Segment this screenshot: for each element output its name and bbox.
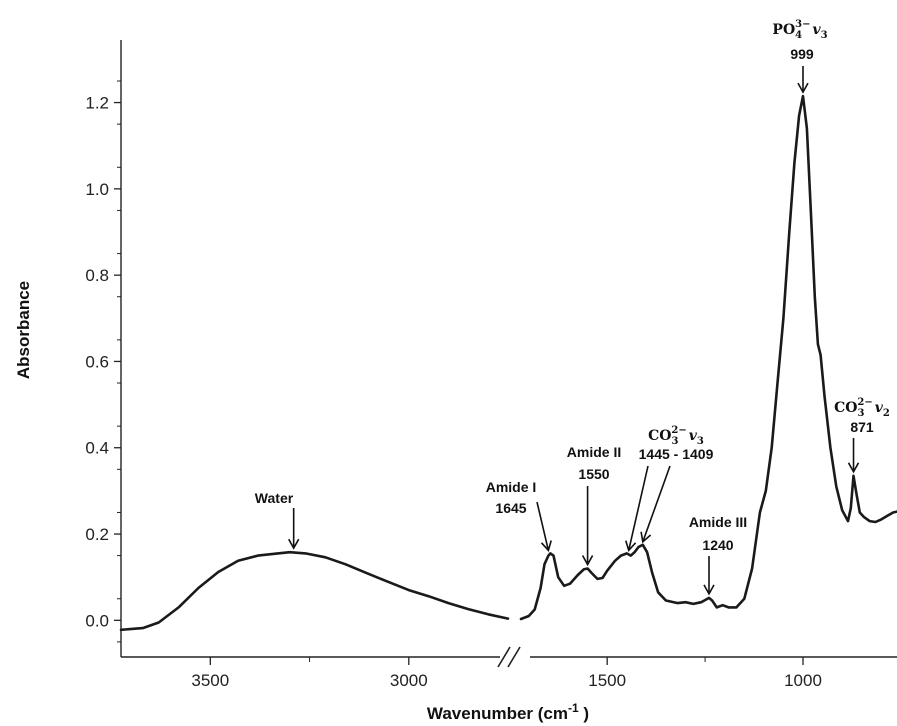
ticks: 0.0 0.2 0.4 0.6 0.8 1.0 1.2 3500 3000 1500 1000	[85, 80, 822, 690]
annotation-amide-ii-label: Amide II	[567, 444, 621, 460]
arrow-po4-v3-head	[797, 82, 809, 94]
x-axis-title-close: )	[579, 704, 589, 723]
spectrum-line-segment-1	[519, 94, 897, 621]
x-axis-title: Wavenumber (cm-1 )	[427, 701, 589, 723]
x-axis-title-sup: -1	[568, 701, 579, 715]
annotation-amide-i-label: Amide I	[486, 479, 537, 495]
annotation-co3-v2-formula: CO32− v2	[834, 397, 890, 419]
arrow-co3-v2-head	[847, 462, 860, 474]
annotation-po4-v3-value: 999	[790, 46, 814, 62]
x-tick-label-0: 3500	[191, 671, 229, 690]
annotation-co3-v3-formula: CO32− v3	[648, 425, 704, 447]
y-tick-label-5: 1.0	[85, 180, 109, 199]
series	[119, 94, 897, 632]
x-axis-title-main: Wavenumber (cm	[427, 704, 568, 723]
annotation-water-label: Water	[255, 490, 294, 506]
annotation-co3-v3-value: 1445 - 1409	[639, 446, 714, 462]
arrow-amide-i-head	[540, 540, 552, 553]
axis-break-slash-2	[507, 646, 521, 668]
axis-break-slash-1	[497, 646, 511, 668]
arrow-amide-ii-head	[581, 555, 594, 567]
y-tick-label-2: 0.4	[85, 439, 109, 458]
arrow-amide-iii-head	[703, 584, 715, 596]
annotation-arrows	[288, 66, 860, 596]
arrow-co3-v3-1445	[627, 465, 649, 551]
annotation-amide-iii-value: 1240	[702, 537, 733, 553]
y-tick-label-4: 0.8	[85, 266, 109, 285]
annotation-amide-ii-value: 1550	[578, 466, 609, 482]
y-tick-label-6: 1.2	[85, 94, 109, 113]
y-tick-label-3: 0.6	[85, 352, 109, 371]
axis-break-mark	[497, 646, 521, 668]
spectrum-line-segment-0	[119, 550, 510, 632]
x-tick-label-1: 3000	[390, 671, 428, 690]
arrow-co3-v3-1409-head	[640, 531, 652, 544]
y-tick-label-1: 0.2	[85, 525, 109, 544]
x-tick-label-2: 1500	[588, 671, 626, 690]
arrow-amide-i	[536, 501, 550, 551]
annotation-amide-iii-label: Amide III	[689, 514, 747, 530]
y-tick-label-0: 0.0	[85, 611, 109, 630]
x-tick-label-3: 1000	[784, 671, 822, 690]
annotation-amide-i-value: 1645	[495, 500, 526, 516]
arrow-water-head	[288, 538, 300, 550]
axes	[120, 40, 897, 658]
annotation-po4-v3-formula: PO43− v3	[772, 19, 827, 41]
y-axis-title: Absorbance	[14, 281, 33, 379]
arrow-co3-v3-1409	[642, 465, 671, 543]
annotation-co3-v2-value: 871	[850, 419, 874, 435]
arrow-co3-v3-1445-head	[625, 540, 637, 553]
